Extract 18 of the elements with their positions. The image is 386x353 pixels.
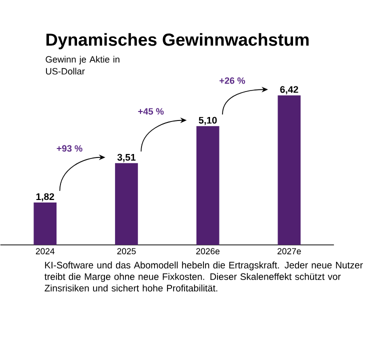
bar	[34, 202, 57, 246]
data-label: 5,10	[198, 116, 217, 126]
chart-title: Dynamisches Gewinnwachstum	[46, 33, 309, 50]
chart-subtitle: Gewinn je Aktie in US-Dollar	[46, 56, 120, 75]
data-label: 3,51	[117, 154, 136, 162]
text: KI-Software und das Abomodell hebeln die Ertragskraft. Jeder neue Nutzer treibt die Marge ohne neue Fixkosten. Dieser Skaleneffekt schützt vor Zinsrisiken und sichert hohe Profitabilität.	[44, 262, 363, 292]
x-tick-label: 2025	[117, 248, 136, 254]
data-label: 1,82	[36, 193, 54, 202]
annotation: +93 %	[56, 145, 82, 152]
bar	[115, 163, 138, 246]
x-tick-label: 2024	[36, 248, 55, 254]
text: +26 %	[220, 78, 246, 84]
annotation: +45 %	[138, 108, 164, 115]
x-tick-label: 2027e	[278, 248, 301, 254]
x-tick-label: 2026e	[196, 248, 220, 254]
bar	[196, 126, 220, 246]
data-label: 6,42	[280, 86, 298, 94]
bar	[278, 95, 301, 246]
